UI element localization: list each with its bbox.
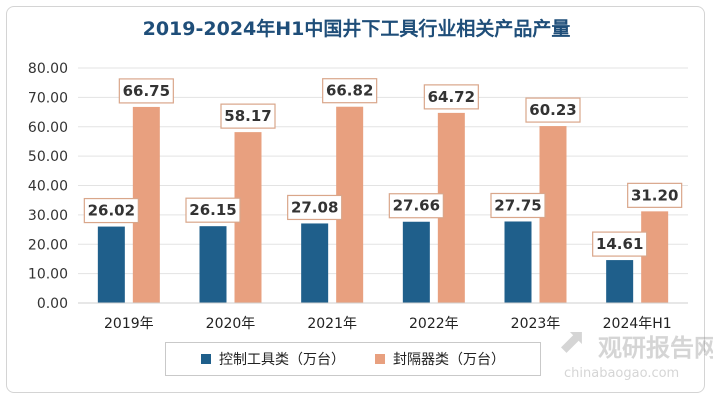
- watermark-text-cn: 观研报告网: [598, 334, 713, 362]
- x-tick-label: 2022年: [409, 316, 459, 332]
- bar-control-tools: [504, 221, 532, 303]
- y-tick-label: 70.00: [28, 90, 68, 106]
- watermark-text-en: chinabaogao.com: [564, 366, 680, 381]
- y-tick-label: 80.00: [28, 61, 68, 77]
- data-label-box: [525, 97, 581, 123]
- data-label-box: [287, 194, 343, 221]
- x-tick-label: 2023年: [511, 316, 561, 332]
- legend-label-packers: 封隔器类（万台）: [393, 352, 505, 368]
- x-tick-label: 2021年: [307, 316, 357, 332]
- growth-chart-logo-icon: ⬈: [558, 321, 587, 361]
- y-tick-label: 10.00: [28, 267, 68, 283]
- data-label: 64.72: [428, 88, 475, 106]
- bar-control-tools: [97, 226, 125, 303]
- y-tick-label: 30.00: [28, 208, 68, 224]
- data-label-box: [220, 103, 276, 129]
- data-label-box: [185, 197, 241, 223]
- data-label: 31.20: [631, 186, 678, 204]
- y-tick-label: 40.00: [28, 179, 68, 195]
- data-label: 27.75: [494, 196, 541, 214]
- watermark: ⬈ 观研报告网 chinabaogao.com: [558, 321, 713, 392]
- data-label: 26.15: [189, 201, 236, 219]
- data-label-box: [388, 193, 444, 219]
- data-label: 14.61: [596, 235, 643, 253]
- x-tick-label: 2019年: [104, 316, 154, 332]
- legend-swatch-control-tools: [201, 354, 211, 364]
- x-tick-label: 2020年: [206, 316, 256, 332]
- chart-title: 2019-2024年H1中国井下工具行业相关产品产量: [142, 18, 571, 40]
- data-label-box: [118, 78, 174, 104]
- legend-swatch-packers: [375, 354, 385, 364]
- bar-control-tools: [199, 226, 227, 303]
- y-tick-label: 50.00: [28, 149, 68, 165]
- data-label: 60.23: [529, 101, 576, 119]
- y-tick-label: 0.00: [37, 296, 68, 312]
- bar-control-tools: [606, 260, 634, 303]
- data-label: 66.82: [326, 82, 373, 100]
- y-tick-label: 60.00: [28, 120, 68, 136]
- data-label: 27.66: [393, 197, 440, 215]
- data-label: 26.02: [88, 202, 135, 220]
- data-label-box: [490, 192, 546, 219]
- data-label-box: [322, 78, 378, 104]
- legend-item-packers: 封隔器类（万台）: [375, 349, 505, 369]
- legend-label-control-tools: 控制工具类（万台）: [219, 352, 345, 368]
- legend-item-control-tools: 控制工具类（万台）: [201, 349, 345, 369]
- data-label: 27.08: [291, 198, 338, 216]
- data-label: 58.17: [224, 107, 271, 125]
- data-label-box: [627, 182, 683, 208]
- data-label-box: [423, 84, 479, 110]
- bar-control-tools: [402, 221, 430, 303]
- data-label-box: [592, 231, 648, 257]
- bar-control-tools: [301, 223, 329, 303]
- x-tick-label: 2024年H1: [603, 316, 672, 332]
- data-label: 66.75: [123, 82, 170, 100]
- chart-legend: 控制工具类（万台） 封隔器类（万台）: [165, 342, 541, 376]
- y-tick-label: 20.00: [28, 237, 68, 253]
- data-label-box: [83, 197, 139, 224]
- bar-packers: [641, 211, 669, 303]
